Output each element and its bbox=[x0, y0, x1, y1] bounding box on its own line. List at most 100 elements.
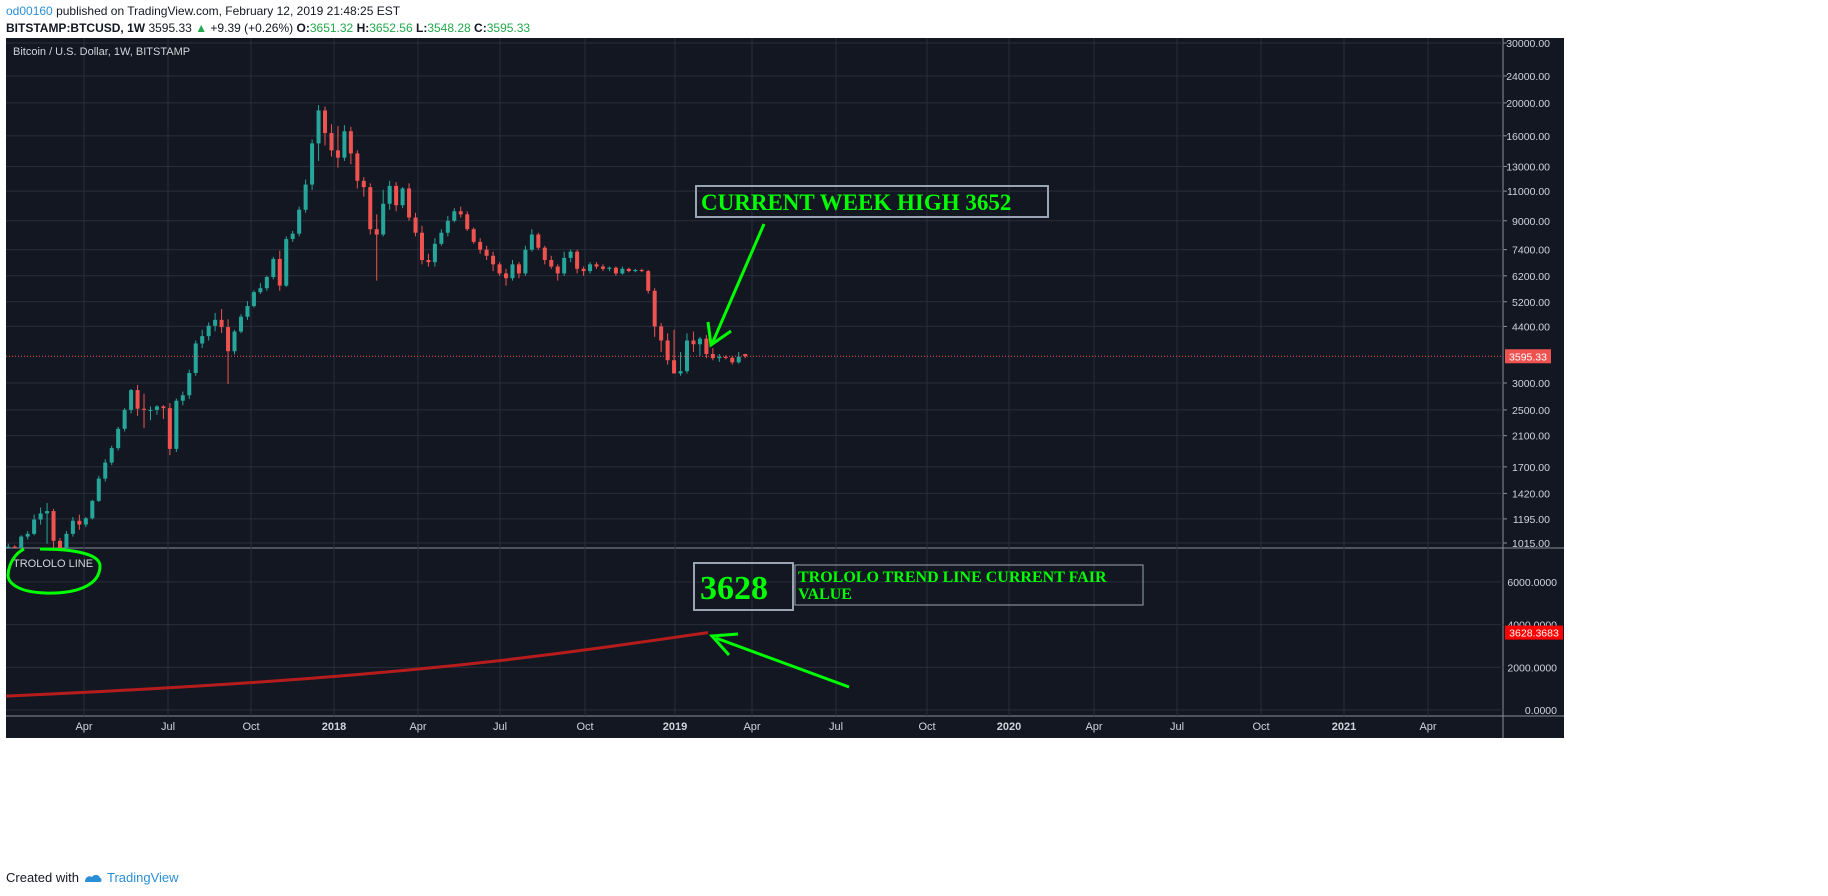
candle-body bbox=[45, 511, 50, 514]
x-tick-label: 2020 bbox=[997, 721, 1021, 733]
candle-body bbox=[426, 260, 431, 263]
high-label: H: bbox=[356, 21, 370, 35]
candle-body bbox=[516, 264, 521, 274]
y-tick-label: 24000.00 bbox=[1506, 71, 1550, 83]
candle-body bbox=[633, 269, 638, 272]
candle-body bbox=[743, 353, 748, 357]
candle-body bbox=[510, 264, 515, 279]
candle-body bbox=[187, 372, 192, 396]
candle-body bbox=[504, 273, 509, 279]
candle-body bbox=[672, 360, 677, 374]
x-tick-label: 2019 bbox=[663, 721, 687, 733]
candle-body bbox=[736, 356, 741, 363]
candle-body bbox=[116, 428, 121, 449]
candle-body bbox=[491, 255, 496, 265]
symbol-info: BITSTAMP:BTCUSD, 1W 3595.33 ▲ +9.39 (+0.… bbox=[6, 21, 530, 35]
candle-body bbox=[471, 229, 476, 242]
candle-body bbox=[607, 267, 612, 269]
candle-body bbox=[529, 234, 534, 250]
y-tick-label: 20000.00 bbox=[1506, 98, 1550, 110]
lower-y-tick-label: 0.0000 bbox=[1525, 705, 1557, 717]
candle-body bbox=[180, 395, 185, 401]
y-tick-label: 1195.00 bbox=[1513, 514, 1550, 526]
candle-body bbox=[251, 292, 256, 307]
candle-body bbox=[497, 264, 502, 274]
candle-body bbox=[90, 500, 95, 519]
x-tick-label: 2018 bbox=[322, 721, 346, 733]
candle-body bbox=[6, 546, 11, 548]
author-link[interactable]: od00160 bbox=[6, 4, 53, 18]
candle-body bbox=[620, 268, 625, 274]
x-tick-label: Oct bbox=[242, 721, 259, 733]
y-tick-label: 2100.00 bbox=[1512, 431, 1550, 443]
y-tick-label: 11000.00 bbox=[1507, 186, 1550, 198]
trend-value-tag-text: 3628.3683 bbox=[1509, 628, 1559, 640]
low-label: L: bbox=[415, 21, 428, 35]
x-tick-label: Apr bbox=[743, 721, 760, 733]
candle-body bbox=[200, 336, 205, 344]
candle-body bbox=[387, 185, 392, 204]
candle-body bbox=[174, 400, 179, 449]
candle-body bbox=[316, 110, 321, 144]
candle-body bbox=[659, 326, 664, 341]
candle-body bbox=[284, 239, 289, 286]
y-tick-label: 1700.00 bbox=[1512, 462, 1550, 474]
candle-body bbox=[600, 266, 605, 269]
candle-body bbox=[342, 131, 347, 158]
candle-body bbox=[594, 264, 599, 267]
trend-value-tag bbox=[1505, 625, 1563, 640]
candle-body bbox=[445, 220, 450, 233]
candle-body bbox=[232, 331, 237, 352]
candle-body bbox=[258, 288, 263, 293]
candle-body bbox=[458, 211, 463, 215]
candle-body bbox=[12, 546, 17, 548]
trend-arrow-shaft bbox=[715, 636, 850, 689]
value-box-text: 3628 bbox=[700, 570, 768, 607]
candle-body bbox=[665, 340, 670, 361]
y-tick-label: 5200.00 bbox=[1512, 297, 1550, 309]
candle-body bbox=[613, 267, 618, 274]
y-tick-label: 1420.00 bbox=[1512, 488, 1550, 500]
candle-body bbox=[691, 340, 696, 345]
candle-body bbox=[432, 243, 437, 263]
candle-body bbox=[710, 354, 715, 359]
candle-body bbox=[19, 536, 24, 548]
candle-body bbox=[723, 356, 728, 358]
x-tick-label: Jul bbox=[829, 721, 843, 733]
candle-body bbox=[400, 188, 405, 206]
candle-body bbox=[83, 518, 88, 525]
candle-body bbox=[206, 325, 211, 337]
candle-body bbox=[109, 448, 114, 463]
footer: Created with TradingView bbox=[6, 870, 179, 885]
candle-body bbox=[310, 143, 315, 185]
tradingview-logo-icon bbox=[84, 874, 102, 882]
fair-value-line-1: TROLOLO TREND LINE CURRENT FAIR bbox=[798, 569, 1107, 586]
candle-body bbox=[219, 319, 224, 328]
y-tick-label: 6200.00 bbox=[1512, 271, 1550, 283]
candle-body bbox=[193, 343, 198, 373]
candle-body bbox=[129, 390, 134, 410]
candle-body bbox=[245, 306, 250, 317]
candle-body bbox=[277, 258, 282, 286]
candle-body bbox=[381, 203, 386, 235]
candle-body bbox=[368, 187, 373, 230]
candle-body bbox=[407, 188, 412, 218]
x-tick-label: Jul bbox=[493, 721, 507, 733]
candle-body bbox=[626, 268, 631, 272]
candle-body bbox=[639, 269, 644, 272]
x-tick-label: Oct bbox=[1252, 721, 1269, 733]
candle-body bbox=[355, 153, 360, 181]
x-tick-label: Apr bbox=[409, 721, 426, 733]
candle-body bbox=[213, 319, 218, 326]
y-tick-label: 9000.00 bbox=[1512, 216, 1550, 228]
tradingview-link[interactable]: TradingView bbox=[106, 870, 179, 885]
candle-body bbox=[704, 338, 709, 355]
candle-body bbox=[568, 251, 573, 258]
fair-value-box bbox=[794, 564, 1144, 606]
candle-body bbox=[374, 229, 379, 235]
published-text: published on TradingView.com, February 1… bbox=[56, 4, 401, 18]
candle-body bbox=[297, 209, 302, 234]
trend-arrowhead bbox=[708, 632, 739, 657]
x-tick-label: Apr bbox=[75, 721, 92, 733]
